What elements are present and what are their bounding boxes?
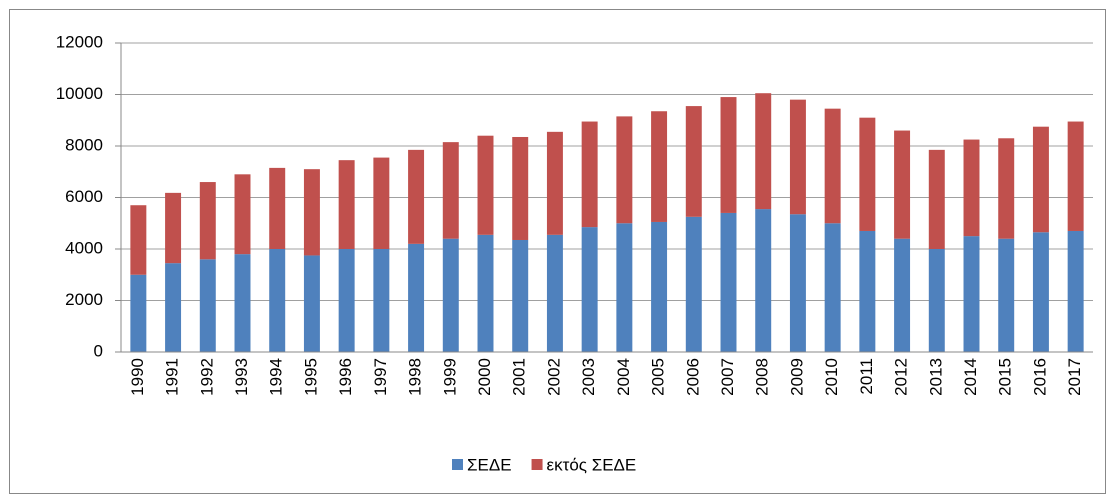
x-tick-label: 2009 [787,358,806,396]
x-tick-label: 2016 [1030,358,1049,396]
x-tick-label: 2008 [753,358,772,396]
bar-segment [616,116,633,224]
bar-segment [824,223,841,352]
bar-segment [512,239,529,352]
bar-segment [269,167,286,249]
y-tick-label: 4000 [65,238,103,257]
x-tick-label: 1998 [406,358,425,396]
x-tick-label: 1996 [336,358,355,396]
bar-segment [373,249,390,352]
x-tick-label: 1994 [267,358,286,396]
bar-segment [512,136,529,240]
x-tick-label: 2013 [926,358,945,396]
x-tick-label: 2017 [1065,358,1084,396]
x-tick-label: 1993 [232,358,251,396]
legend-swatch [531,459,543,470]
x-tick-label: 2010 [822,358,841,396]
y-tick-label: 12000 [56,32,103,51]
bar-segment [720,97,737,213]
bar-segment [546,131,563,235]
bar-segment [373,157,390,249]
bar-segment [442,142,459,239]
x-tick-label: 2011 [857,358,876,395]
bar-segment [894,238,911,352]
x-tick-label: 2012 [892,358,911,396]
x-tick-label: 2003 [579,358,598,396]
bar-segment [1032,126,1049,233]
x-tick-label: 2007 [718,358,737,396]
bar-segment [720,212,737,352]
bar-segment [165,263,182,352]
bar-segment [130,205,147,275]
y-tick-label: 8000 [65,135,103,154]
bar-segment [581,227,598,352]
bar-segment [1032,232,1049,352]
bar-segment [755,93,772,210]
x-tick-label: 2000 [475,358,494,396]
bar-segment [199,259,216,352]
bar-segment [1067,230,1084,352]
bar-segment [755,209,772,352]
bar-segment [338,160,355,249]
bar-segment [1067,121,1084,231]
y-tick-label: 10000 [56,84,103,103]
legend-label: εκτός ΣΕΔΕ [547,455,637,474]
bar-segment [651,111,668,222]
bar-segment [442,238,459,352]
x-tick-label: 1991 [163,358,182,396]
x-tick-label: 2014 [961,358,980,396]
bar-segment [408,149,425,244]
bar-segment [998,238,1015,352]
x-tick-label: 2002 [544,358,563,396]
bar-segment [269,249,286,352]
bar-segment [303,169,320,256]
bar-segment [789,214,806,352]
x-tick-label: 1990 [128,358,147,396]
bar-segment [928,249,945,352]
bar-segment [928,149,945,249]
x-tick-label: 2015 [996,358,1015,396]
bar-segment [234,254,251,352]
bar-segment [789,99,806,215]
y-tick-label: 6000 [65,187,103,206]
bar-segment [859,117,876,231]
bar-segment [234,174,251,255]
bar-segment [963,139,980,237]
bar-segment [963,236,980,352]
bar-segment [859,230,876,352]
bar-segment [477,234,494,352]
bar-segment [894,130,911,239]
x-tick-label: 2001 [510,358,529,396]
x-tick-label: 1995 [301,358,320,396]
bar-segment [998,138,1015,239]
bar-segment [408,243,425,352]
bar-segment [546,234,563,352]
bar-segment [581,121,598,228]
legend-label: ΣΕΔΕ [467,455,512,474]
bar-segment [824,108,841,224]
y-tick-label: 0 [94,341,103,360]
bar-segment [616,223,633,352]
y-tick-label: 2000 [65,290,103,309]
bar-segment [477,135,494,235]
bar-segment [199,182,216,260]
bar-segment [338,249,355,352]
x-tick-label: 1992 [197,358,216,396]
x-tick-label: 2004 [614,358,633,396]
x-tick-label: 1999 [440,358,459,396]
bar-segment [130,274,147,352]
x-tick-label: 2006 [683,358,702,396]
bar-segment [303,255,320,352]
bar-segment [685,106,702,217]
bar-segment [685,216,702,352]
bar-segment [651,221,668,352]
x-tick-label: 1997 [371,358,390,396]
bar-segment [165,192,182,264]
x-tick-label: 2005 [649,358,668,396]
legend-swatch [452,459,463,470]
